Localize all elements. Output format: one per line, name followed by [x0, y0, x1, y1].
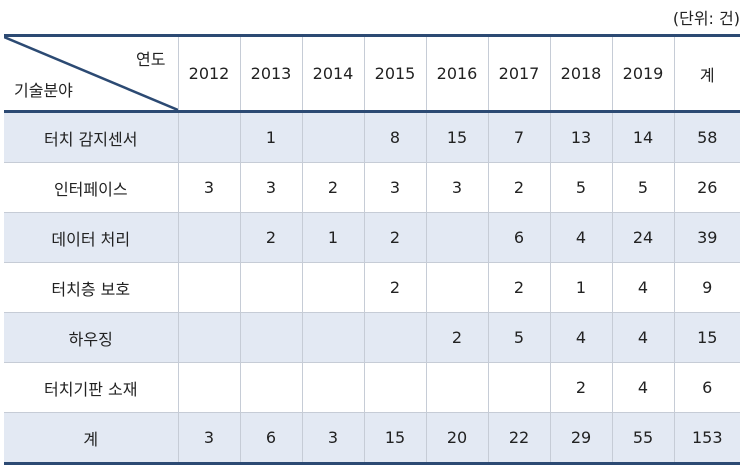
- year-value-cell: 3: [239, 162, 302, 213]
- year-value-cell: 3: [425, 162, 488, 213]
- year-value-cell: 5: [611, 162, 674, 213]
- year-value-cell: 55: [611, 412, 674, 465]
- year-header-2014: 2014: [301, 34, 364, 113]
- year-value-cell: [177, 111, 240, 163]
- row-label: 터치층 보호: [4, 262, 178, 313]
- year-value-cell: 1: [239, 111, 302, 163]
- header-row: 연도 기술분야 2012 2013 2014 2015 2016 2017 20…: [4, 34, 740, 113]
- year-value-cell: 3: [301, 412, 364, 465]
- year-value-cell: [425, 212, 488, 263]
- table-body: 터치 감지센서 1 8 15 7 13 14 58 인터페이스 3 3 2 3 3 2 5 5 26 데이터 처리 2…: [4, 111, 740, 465]
- year-value-cell: 3: [177, 412, 240, 465]
- year-value-cell: [425, 362, 488, 413]
- row-total-cell: 153: [673, 412, 740, 465]
- row-label: 데이터 처리: [4, 212, 178, 263]
- patent-count-table: 연도 기술분야 2012 2013 2014 2015 2016 2017 20…: [4, 34, 740, 465]
- year-value-cell: 4: [611, 362, 674, 413]
- diagonal-divider: [4, 37, 178, 110]
- table-row: 터치기판 소재 2 4 6: [4, 362, 740, 413]
- year-header-2017: 2017: [487, 34, 550, 113]
- year-value-cell: [177, 212, 240, 263]
- year-value-cell: 20: [425, 412, 488, 465]
- corner-field-label: 기술분야: [14, 81, 73, 100]
- year-value-cell: 6: [487, 212, 550, 263]
- unit-note: (단위: 건): [672, 9, 740, 28]
- year-value-cell: [177, 262, 240, 313]
- year-value-cell: [177, 312, 240, 363]
- year-value-cell: 2: [549, 362, 612, 413]
- row-total-cell: 6: [673, 362, 740, 413]
- year-value-cell: 29: [549, 412, 612, 465]
- year-value-cell: 3: [363, 162, 426, 213]
- year-value-cell: [301, 312, 364, 363]
- row-label: 인터페이스: [4, 162, 178, 213]
- year-value-cell: 15: [425, 111, 488, 163]
- year-header-2015: 2015: [363, 34, 426, 113]
- year-value-cell: 4: [549, 212, 612, 263]
- year-value-cell: 13: [549, 111, 612, 163]
- year-value-cell: 15: [363, 412, 426, 465]
- year-value-cell: 2: [487, 262, 550, 313]
- year-value-cell: [301, 111, 364, 163]
- year-value-cell: 4: [611, 312, 674, 363]
- table-row: 계 3 6 3 15 20 22 29 55 153: [4, 412, 740, 465]
- row-label: 계: [4, 412, 178, 465]
- year-value-cell: 2: [425, 312, 488, 363]
- year-value-cell: [487, 362, 550, 413]
- year-value-cell: 2: [487, 162, 550, 213]
- year-value-cell: 4: [611, 262, 674, 313]
- year-value-cell: 5: [549, 162, 612, 213]
- year-value-cell: 1: [549, 262, 612, 313]
- corner-header-cell: 연도 기술분야: [4, 34, 178, 113]
- row-total-cell: 15: [673, 312, 740, 363]
- year-value-cell: [177, 362, 240, 413]
- year-header-2018: 2018: [549, 34, 612, 113]
- corner-year-label: 연도: [136, 50, 166, 69]
- table-row: 하우징 2 5 4 4 15: [4, 312, 740, 363]
- row-total-cell: 9: [673, 262, 740, 313]
- year-value-cell: 2: [363, 262, 426, 313]
- table-row: 데이터 처리 2 1 2 6 4 24 39: [4, 212, 740, 263]
- year-value-cell: 22: [487, 412, 550, 465]
- year-value-cell: [363, 362, 426, 413]
- row-label: 터치기판 소재: [4, 362, 178, 413]
- year-value-cell: [239, 312, 302, 363]
- year-value-cell: [301, 262, 364, 313]
- table-row: 터치층 보호 2 2 1 4 9: [4, 262, 740, 313]
- year-value-cell: [363, 312, 426, 363]
- year-value-cell: 3: [177, 162, 240, 213]
- row-total-cell: 26: [673, 162, 740, 213]
- year-header-2019: 2019: [611, 34, 674, 113]
- row-total-cell: 39: [673, 212, 740, 263]
- table-row: 인터페이스 3 3 2 3 3 2 5 5 26: [4, 162, 740, 213]
- year-value-cell: 5: [487, 312, 550, 363]
- year-value-cell: [301, 362, 364, 413]
- row-total-cell: 58: [673, 111, 740, 163]
- year-value-cell: 8: [363, 111, 426, 163]
- table-row: 터치 감지센서 1 8 15 7 13 14 58: [4, 111, 740, 163]
- row-label: 하우징: [4, 312, 178, 363]
- year-value-cell: 14: [611, 111, 674, 163]
- year-value-cell: 7: [487, 111, 550, 163]
- total-header: 계: [673, 34, 740, 113]
- year-value-cell: 2: [363, 212, 426, 263]
- year-value-cell: [425, 262, 488, 313]
- year-value-cell: 2: [301, 162, 364, 213]
- year-value-cell: 6: [239, 412, 302, 465]
- year-header-2013: 2013: [239, 34, 302, 113]
- year-value-cell: [239, 262, 302, 313]
- year-value-cell: [239, 362, 302, 413]
- year-header-2012: 2012: [177, 34, 240, 113]
- year-header-2016: 2016: [425, 34, 488, 113]
- year-value-cell: 4: [549, 312, 612, 363]
- year-value-cell: 2: [239, 212, 302, 263]
- year-value-cell: 24: [611, 212, 674, 263]
- year-value-cell: 1: [301, 212, 364, 263]
- row-label: 터치 감지센서: [4, 111, 178, 163]
